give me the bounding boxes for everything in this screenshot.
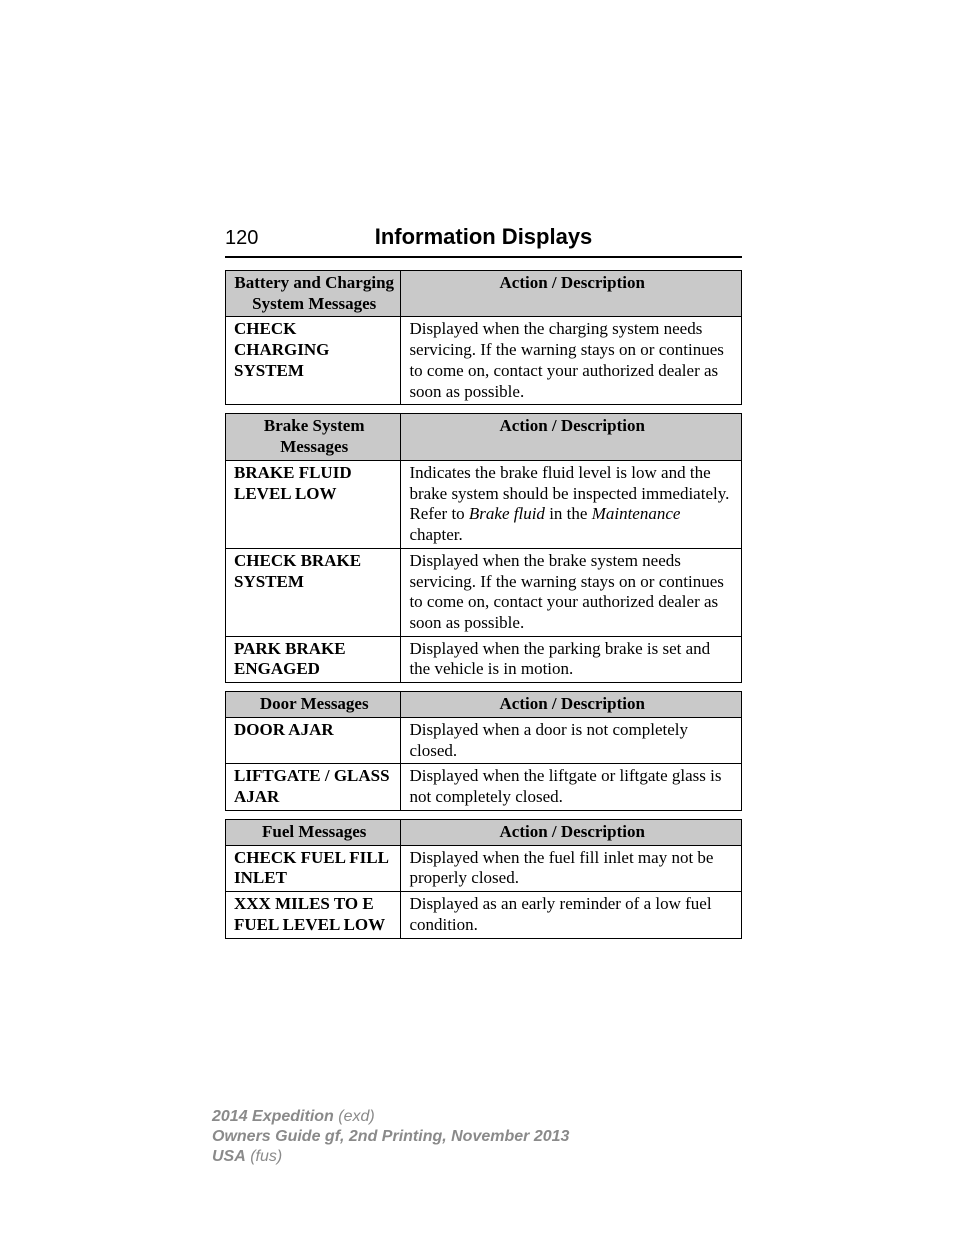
message-description: Displayed as an early reminder of a low … (401, 892, 742, 938)
table-row: PARK BRAKE ENGAGEDDisplayed when the par… (226, 636, 742, 682)
message-label: XXX MILES TO E FUEL LEVEL LOW (226, 892, 401, 938)
table-header-right: Action / Description (401, 271, 742, 317)
message-description: Displayed when the charging system needs… (401, 317, 742, 405)
page: 120 Information Displays Battery and Cha… (0, 0, 954, 1235)
footer-model-code: (exd) (334, 1108, 375, 1125)
message-label: CHECK BRAKE SYSTEM (226, 548, 401, 636)
message-description: Displayed when the fuel fill inlet may n… (401, 845, 742, 891)
message-label: BRAKE FLUID LEVEL LOW (226, 460, 401, 548)
table-row: XXX MILES TO E FUEL LEVEL LOWDisplayed a… (226, 892, 742, 938)
message-table: Brake System MessagesAction / Descriptio… (225, 413, 742, 683)
table-row: CHECK FUEL FILL INLETDisplayed when the … (226, 845, 742, 891)
table-header-left: Fuel Messages (226, 819, 401, 845)
footer-region: USA (212, 1148, 246, 1165)
footer: 2014 Expedition (exd) Owners Guide gf, 2… (212, 1107, 569, 1167)
table-header-left: Battery and Charging System Messages (226, 271, 401, 317)
tables-container: Battery and Charging System MessagesActi… (225, 270, 742, 939)
table-header-row: Fuel MessagesAction / Description (226, 819, 742, 845)
table-row: BRAKE FLUID LEVEL LOWIndicates the brake… (226, 460, 742, 548)
table-header-right: Action / Description (401, 819, 742, 845)
message-label: CHECK CHARGING SYSTEM (226, 317, 401, 405)
page-header: 120 Information Displays (225, 224, 742, 258)
table-row: CHECK CHARGING SYSTEMDisplayed when the … (226, 317, 742, 405)
table-row: DOOR AJARDisplayed when a door is not co… (226, 717, 742, 763)
table-row: CHECK BRAKE SYSTEMDisplayed when the bra… (226, 548, 742, 636)
message-table: Battery and Charging System MessagesActi… (225, 270, 742, 405)
table-header-row: Battery and Charging System MessagesActi… (226, 271, 742, 317)
footer-region-code: (fus) (246, 1148, 282, 1165)
message-label: CHECK FUEL FILL INLET (226, 845, 401, 891)
message-table: Fuel MessagesAction / DescriptionCHECK F… (225, 819, 742, 939)
table-header-row: Brake System MessagesAction / Descriptio… (226, 414, 742, 460)
message-description: Displayed when the parking brake is set … (401, 636, 742, 682)
message-description: Displayed when the liftgate or liftgate … (401, 764, 742, 810)
footer-line-3: USA (fus) (212, 1147, 569, 1167)
table-header-left: Door Messages (226, 692, 401, 718)
footer-line-2: Owners Guide gf, 2nd Printing, November … (212, 1127, 569, 1147)
footer-line-1: 2014 Expedition (exd) (212, 1107, 569, 1127)
message-description: Displayed when the brake system needs se… (401, 548, 742, 636)
footer-model: 2014 Expedition (212, 1108, 334, 1125)
message-table: Door MessagesAction / DescriptionDOOR AJ… (225, 691, 742, 811)
page-title: Information Displays (225, 224, 742, 250)
table-header-row: Door MessagesAction / Description (226, 692, 742, 718)
message-description: Indicates the brake fluid level is low a… (401, 460, 742, 548)
table-header-left: Brake System Messages (226, 414, 401, 460)
message-description: Displayed when a door is not completely … (401, 717, 742, 763)
message-label: DOOR AJAR (226, 717, 401, 763)
table-header-right: Action / Description (401, 692, 742, 718)
table-header-right: Action / Description (401, 414, 742, 460)
table-row: LIFTGATE / GLASS AJARDisplayed when the … (226, 764, 742, 810)
message-label: PARK BRAKE ENGAGED (226, 636, 401, 682)
message-label: LIFTGATE / GLASS AJAR (226, 764, 401, 810)
